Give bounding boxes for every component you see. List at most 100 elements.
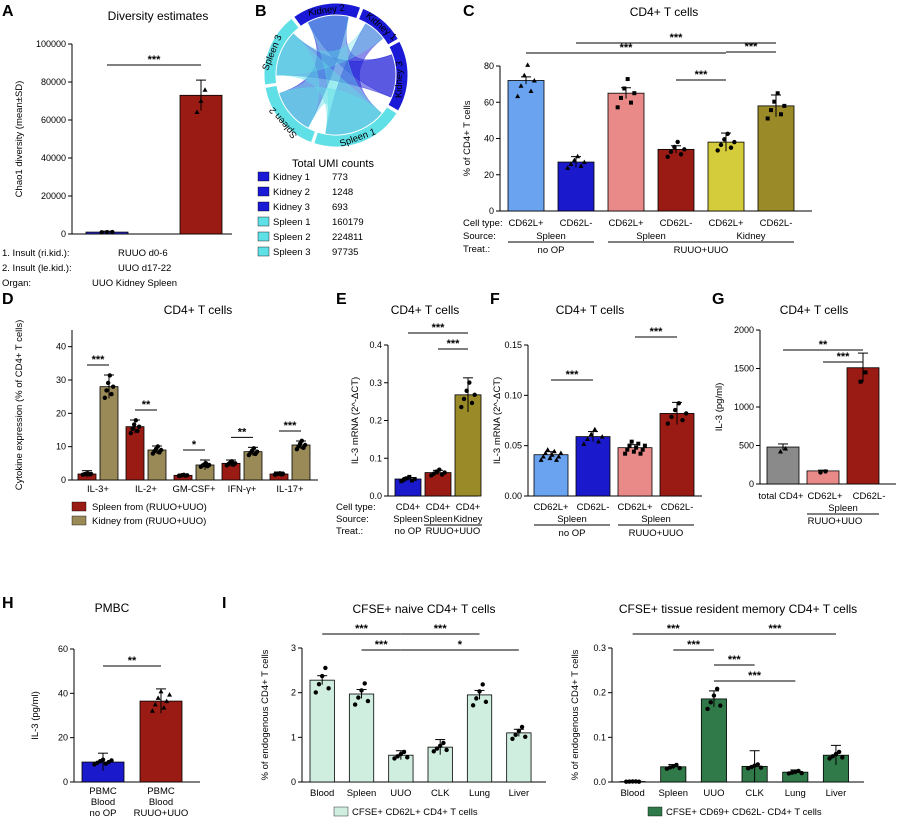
panel-label: I	[222, 595, 226, 612]
x-tick-label: CD62L+	[508, 218, 544, 229]
panel-title: CD4+ T cells	[164, 303, 233, 317]
data-point	[830, 754, 835, 759]
data-point	[104, 388, 109, 393]
x-tick-label: CD62L+	[708, 218, 744, 229]
data-point	[316, 682, 322, 687]
source-label: Spleen	[636, 231, 666, 242]
data-point	[444, 747, 449, 753]
meta-label: Treat.:	[336, 526, 363, 537]
data-point	[130, 426, 135, 432]
significance-marker: ***	[687, 639, 701, 651]
x-tick-label: IL-2+	[135, 484, 157, 495]
bar-CD62L-	[757, 105, 795, 212]
data-point	[399, 479, 404, 484]
panel-title: CFSE+ naive CD4+ T cells	[353, 602, 496, 616]
meta-value: RUUO d0-6	[118, 248, 168, 259]
y-axis-label: IL-3 (pg/ml)	[30, 691, 41, 740]
data-point	[319, 673, 325, 679]
data-point	[627, 779, 632, 784]
bar-CD62L-	[657, 148, 695, 212]
treatment-label: no OP	[559, 528, 586, 539]
x-tick-label: UUO	[703, 788, 724, 799]
significance-marker: ***	[434, 623, 448, 635]
y-axis-label: IL-3 mRNA (2^-ΔCT)	[350, 377, 361, 464]
y-axis-label: IL-3 mRNA (2^-ΔCT)	[492, 377, 503, 464]
x-tick-label: CD4+	[426, 502, 451, 513]
data-point	[683, 411, 689, 416]
y-tick-label: 0	[61, 229, 66, 239]
y-tick-label: 30	[56, 375, 66, 385]
bar-Lung	[466, 694, 493, 783]
legend-name: Kidney 2	[273, 187, 310, 198]
data-point	[596, 438, 601, 444]
x-tick-label: Spleen	[347, 788, 377, 799]
data-point	[634, 445, 639, 450]
x-tick-label: PBMC	[147, 786, 175, 797]
significance-marker: ***	[769, 623, 783, 635]
significance-marker: ***	[620, 42, 634, 54]
y-tick-label: 0.00	[504, 491, 522, 501]
data-point	[581, 441, 587, 446]
data-point	[769, 108, 773, 113]
data-point	[434, 746, 440, 751]
meta-value: UUO Kidney Spleen	[92, 278, 177, 289]
data-point	[668, 149, 674, 155]
data-point	[155, 695, 161, 700]
panel-label: F	[490, 291, 500, 308]
y-tick-label: 20	[56, 408, 66, 418]
data-point	[568, 161, 574, 167]
panel-title: CD4+ T cells	[391, 303, 460, 317]
meta-label: Cell type:	[336, 502, 376, 513]
data-point	[521, 72, 527, 78]
data-point	[469, 400, 475, 406]
bar-CD62L-	[557, 161, 595, 212]
bar-UUO	[700, 698, 727, 783]
data-point	[672, 407, 678, 413]
data-point	[722, 137, 727, 142]
data-point	[823, 469, 828, 474]
data-point	[405, 755, 410, 760]
data-point	[565, 165, 571, 170]
data-point	[799, 770, 804, 776]
data-point	[772, 99, 777, 104]
data-point	[669, 414, 674, 420]
y-axis-label: Cytokine expression (% of CD4+ T cells)	[14, 320, 25, 490]
y-axis-label: % of endogenous CD4+ T cells	[260, 649, 271, 780]
data-point	[625, 447, 630, 452]
meta-label: 1. Insult (ri.kid.):	[2, 248, 70, 259]
data-point	[796, 768, 801, 774]
y-tick-label: 0.1	[593, 732, 606, 742]
treatment-label: RUUO+UUO	[426, 526, 481, 537]
data-point	[516, 728, 522, 734]
data-point	[326, 686, 331, 691]
data-point	[167, 692, 173, 697]
y-tick-label: 40	[484, 134, 494, 144]
significance-marker: ***	[748, 670, 762, 682]
y-tick-label: 0.2	[369, 416, 382, 426]
data-point	[299, 438, 305, 443]
data-point	[135, 428, 140, 434]
y-tick-label: 0.3	[593, 643, 606, 653]
legend-swatch	[257, 231, 270, 242]
significance-marker: ***	[650, 326, 664, 338]
data-point	[437, 467, 442, 472]
data-point	[631, 449, 636, 454]
data-point	[632, 91, 637, 96]
data-point	[442, 470, 447, 475]
chord-segment-label: Kidney 2	[307, 3, 345, 19]
data-point	[725, 131, 730, 137]
x-tick-label: GM-CSF+	[172, 484, 215, 495]
legend-swatch	[257, 201, 270, 212]
data-point	[711, 693, 717, 698]
data-point	[477, 689, 482, 694]
y-tick-label: 0.05	[504, 441, 522, 451]
legend-label: Kidney from (RUUO+UUO)	[92, 516, 206, 527]
data-point	[152, 701, 158, 707]
data-point	[775, 91, 780, 96]
x-tick-label: CD4+	[456, 502, 481, 513]
source-label: Kidney	[453, 514, 482, 525]
data-point	[665, 154, 670, 159]
x-tick-label: CD4+	[396, 502, 421, 513]
y-tick-label: 40000	[41, 153, 66, 163]
significance-marker: **	[819, 339, 828, 351]
